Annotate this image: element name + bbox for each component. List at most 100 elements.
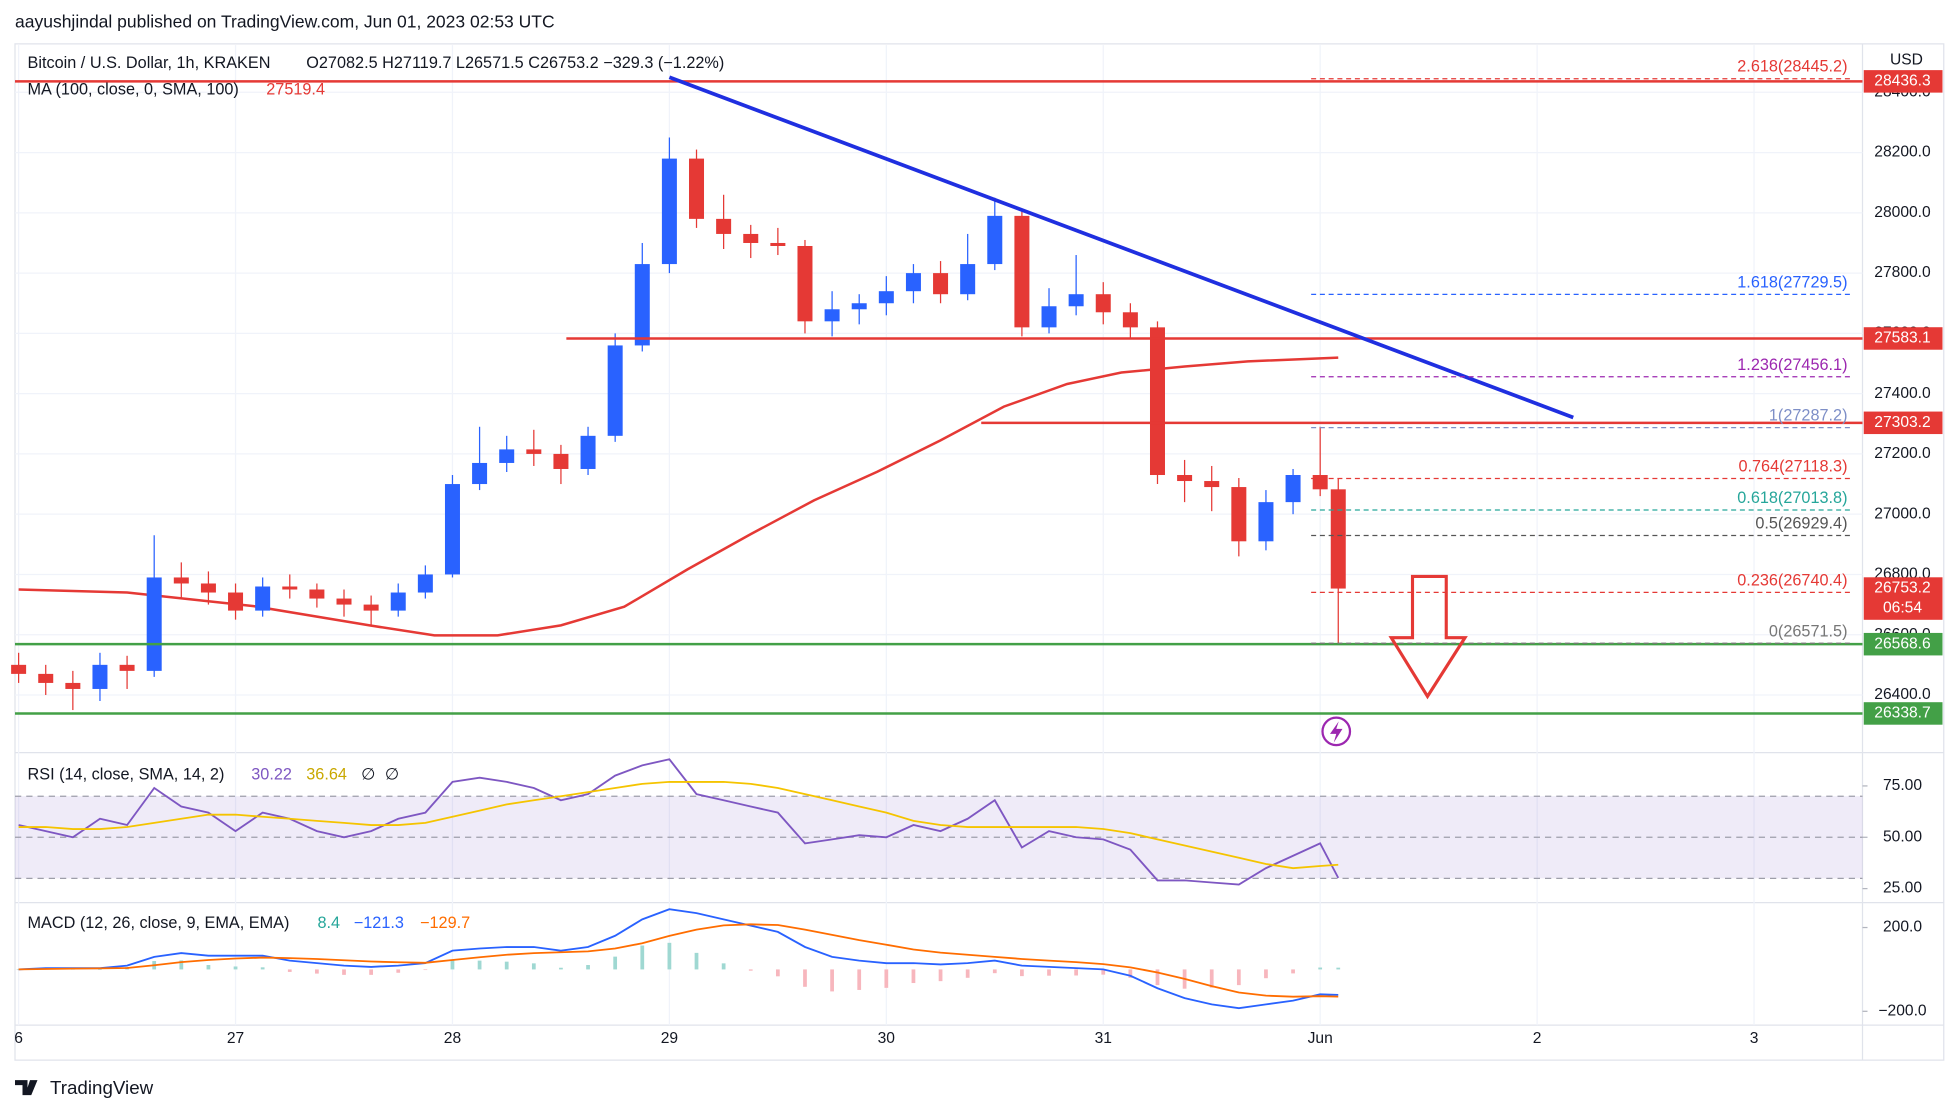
ma-title: MA (100, close, 0, SMA, 100): [28, 80, 239, 98]
y-tick-label: 25.00: [1883, 880, 1922, 897]
macd-hist-bar: [342, 969, 346, 975]
macd-hist-bar: [450, 959, 455, 970]
candle-body: [743, 233, 759, 243]
candle-body: [1177, 475, 1193, 482]
y-tick-label: 26400.0: [1874, 686, 1931, 703]
candle-body: [11, 664, 27, 674]
candle-body: [580, 435, 596, 469]
down-arrow: [1388, 574, 1468, 700]
candle-body: [38, 673, 54, 683]
y-tick-label: 27200.0: [1874, 445, 1931, 462]
price-tag-label: 27583.1: [1874, 330, 1930, 347]
candle-body: [146, 577, 162, 671]
candle-body: [255, 586, 271, 611]
candle-body: [417, 574, 433, 593]
candle-body: [770, 242, 786, 246]
y-tick-label: 27800.0: [1874, 264, 1931, 281]
ma-line: [18, 356, 1339, 637]
candle-body: [987, 215, 1003, 265]
macd-hist-bar: [1074, 969, 1079, 976]
macd-hist-bar: [992, 969, 997, 974]
candle-body: [309, 589, 325, 599]
y-tick-label: 50.00: [1883, 828, 1922, 845]
rsi-line: [18, 780, 1339, 870]
macd-hist-bar: [748, 969, 753, 971]
macd-hist-bar: [260, 967, 265, 970]
fib-label: 0(26571.5): [1769, 622, 1848, 640]
rsi-value: 30.22: [251, 765, 292, 783]
candle-body: [553, 453, 569, 469]
macd-hist-bar: [396, 969, 401, 973]
rsi-line: [18, 758, 1340, 886]
y-tick-label: −200.0: [1878, 1002, 1926, 1019]
x-tick-label: 2: [1533, 1030, 1542, 1047]
candle-body: [228, 592, 244, 611]
candle-body: [92, 664, 108, 689]
macd-title: MACD (12, 26, close, 9, EMA, EMA): [28, 914, 290, 932]
macd-hist-bar: [1047, 969, 1051, 976]
x-tick-label: 27: [227, 1030, 244, 1047]
candle-body: [661, 158, 677, 265]
macd-hist-bar: [938, 969, 943, 982]
candle-body: [1149, 327, 1165, 476]
price-tag-label: 28436.3: [1874, 72, 1930, 89]
macd-hist-bar: [504, 961, 509, 970]
y-tick-label: 200.0: [1883, 919, 1922, 936]
x-tick-label: 30: [878, 1030, 896, 1047]
macd-hist-bar: [1264, 969, 1268, 979]
currency: USD: [1890, 51, 1923, 68]
candle-body: [1041, 306, 1057, 328]
fib-label: 0.618(27013.8): [1737, 489, 1847, 507]
price-tag-label: 27303.2: [1874, 414, 1930, 431]
macd-hist-bar: [830, 969, 834, 992]
macd-hist-bar: [586, 965, 590, 970]
y-tick-label: 27000.0: [1874, 505, 1931, 522]
candle-body: [1068, 294, 1084, 307]
price-tag: [1863, 411, 1943, 435]
candle-body: [499, 449, 515, 463]
price-tag: [1863, 327, 1943, 350]
price-tag-label: 26568.6: [1874, 635, 1930, 652]
candle-body: [363, 604, 379, 611]
plot: 62728293031Jun2326400.026600.026800.0270…: [11, 45, 1943, 1047]
candle-body: [1204, 481, 1220, 488]
candle-body: [1312, 475, 1328, 490]
macd-hist-bar: [1336, 967, 1341, 970]
macd-hist-bar: [1101, 969, 1106, 975]
y-tick-label: 27400.0: [1874, 385, 1931, 402]
macd-hist-bar: [477, 960, 482, 970]
macd-line: [18, 923, 1339, 998]
fib-label: 1.236(27456.1): [1737, 356, 1847, 374]
candle-body: [1258, 502, 1274, 542]
macd-hist-bar: [1128, 969, 1133, 978]
macd-hist-bar: [531, 963, 536, 970]
x-tick-label: 3: [1750, 1030, 1759, 1047]
candle-body: [878, 291, 894, 304]
candle-body: [824, 309, 840, 322]
x-tick-label: 28: [444, 1030, 461, 1047]
logo: [15, 1080, 38, 1096]
macd-hist-bar: [667, 942, 672, 970]
macd-hist-bar: [369, 969, 373, 975]
macd-hist-bar: [640, 945, 645, 970]
frame: [14, 43, 1945, 1061]
candle-body: [336, 598, 352, 605]
price-tag: [1863, 702, 1943, 725]
fib-label: 1.618(27729.5): [1737, 273, 1847, 291]
macd-hist-bar: [1291, 969, 1295, 974]
price-tag: [1863, 632, 1943, 656]
macd-hist-bar: [287, 969, 292, 972]
candle-body: [905, 273, 921, 292]
price-tag-label: 26753.2: [1874, 580, 1930, 597]
x-tick-label: Jun: [1308, 1030, 1333, 1047]
macd-hist-bar: [179, 960, 184, 970]
macd-hist-bar: [613, 956, 618, 970]
candle-body: [1285, 475, 1301, 503]
candle-body: [119, 664, 135, 671]
macd-signal-value: −129.7: [420, 914, 470, 932]
macd-hist-bar: [884, 969, 889, 988]
fib-label: 0.764(27118.3): [1738, 458, 1847, 476]
candle-body: [634, 264, 650, 346]
candle-body: [689, 158, 705, 219]
candle-body: [1122, 312, 1138, 328]
